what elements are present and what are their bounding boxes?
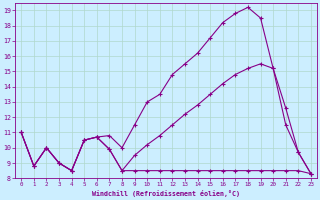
X-axis label: Windchill (Refroidissement éolien,°C): Windchill (Refroidissement éolien,°C)	[92, 190, 240, 197]
